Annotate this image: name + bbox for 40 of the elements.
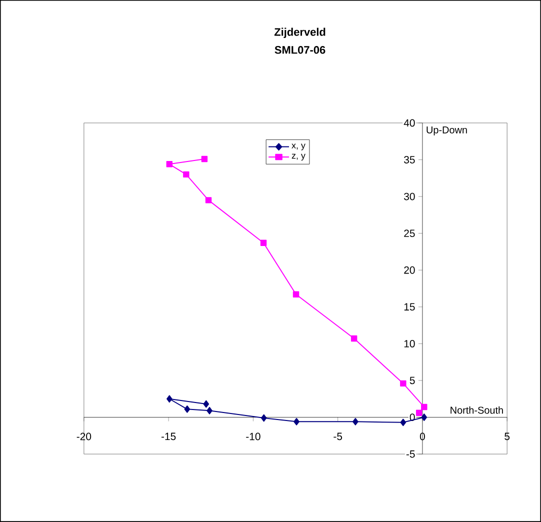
point [205,197,212,204]
point [166,161,173,168]
point [260,414,267,422]
point [206,406,212,414]
point [416,410,422,416]
x-tick-label: -15 [161,432,176,440]
y-tick-label: 25 [404,230,415,238]
chart-subtitle: SML07-06 [274,46,326,54]
x-axis-title: North-South [450,406,503,414]
point [350,335,358,342]
y-tick-label: 30 [404,192,415,200]
y-tick-label: 10 [404,340,415,348]
x-tick-label: 0 [420,432,425,440]
x-tick-label: -20 [76,432,92,440]
point [400,418,406,426]
point [201,156,208,162]
y-tick-label: 5 [410,376,415,384]
x-tick-label: 5 [504,432,510,440]
point [421,414,428,421]
chart-title: Zijderveld [274,28,326,38]
y-tick-label: 20 [404,266,415,274]
point [183,171,190,178]
point [203,400,210,408]
point [184,405,190,413]
x-tick-label: -5 [334,432,342,440]
point [400,380,406,387]
point [421,404,428,410]
point [260,240,267,246]
point [352,418,358,426]
legend-label: z, y [292,154,306,161]
point [294,418,300,426]
y-tick-label: -5 [406,450,415,458]
y-axis-title: Up-Down [426,126,467,136]
y-tick-label: 15 [404,303,415,311]
x-tick-label: -10 [246,432,260,440]
point [292,291,300,298]
y-tick-label: 40 [404,119,415,127]
y-tick-label: 35 [404,156,415,164]
legend-label: x, y [292,144,306,150]
point [166,395,172,403]
